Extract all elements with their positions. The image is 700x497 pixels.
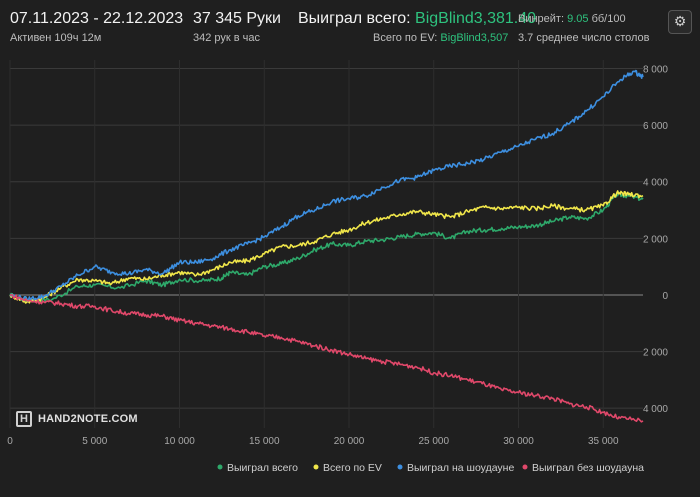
y-tick-label: 2 000 — [643, 234, 668, 245]
logo-mark: H — [16, 411, 32, 427]
winrate-value: 9.05 — [567, 13, 589, 25]
legend-marker — [313, 464, 319, 470]
winrate-unit: бб/100 — [591, 13, 626, 25]
grid — [9, 60, 643, 428]
x-tick-label: 0 — [7, 436, 13, 447]
series-line — [9, 294, 644, 423]
y-tick-label: 0 — [662, 291, 668, 302]
series-line — [9, 191, 644, 303]
x-tick-label: 20 000 — [334, 436, 365, 447]
y-tick-label: 4 000 — [643, 404, 668, 415]
x-axis: 0 5 000 10 000 15 000 20 000 25 000 30 000 35 0… — [7, 436, 619, 447]
y-tick-label: 8 000 — [643, 64, 668, 75]
stats-header: 07.11.2023 - 22.12.2023 Активен 109ч 12м… — [0, 0, 700, 50]
legend: Выиграл всего Всего по EV Выиграл на шоуда… — [217, 462, 644, 474]
x-tick-label: 30 000 — [503, 436, 534, 447]
x-tick-label: 10 000 — [164, 436, 195, 447]
legend-marker — [397, 464, 403, 470]
series-lines — [9, 69, 644, 423]
won-ev: Всего по EV: BigBlind3,507 — [373, 32, 508, 44]
hands-count: 37 345 Руки — [193, 10, 281, 27]
series-line — [9, 69, 644, 302]
legend-marker — [217, 464, 223, 470]
hands-per-hour: 342 рук в час — [193, 32, 261, 44]
won-ev-value: BigBlind3,507 — [440, 32, 509, 44]
legend-label: Выиграл всего — [227, 462, 298, 474]
legend-label: Всего по EV — [323, 462, 382, 474]
chart-svg: 0 5 000 10 000 15 000 20 000 25 000 30 000 35 0… — [7, 60, 668, 474]
y-axis: 8 000 6 000 4 000 2 000 0 2 000 4 000 — [643, 64, 668, 415]
winrate: Винрейт: 9.05 бб/100 — [518, 13, 626, 25]
series-line — [9, 190, 644, 304]
profit-graph: 0 5 000 10 000 15 000 20 000 25 000 30 000 35 0… — [0, 50, 700, 492]
gear-icon[interactable]: ⚙ — [668, 10, 692, 34]
active-time: Активен 109ч 12м — [10, 32, 102, 44]
x-tick-label: 35 000 — [588, 436, 619, 447]
x-tick-label: 15 000 — [249, 436, 280, 447]
legend-marker — [522, 464, 528, 470]
date-range: 07.11.2023 - 22.12.2023 — [10, 10, 184, 27]
legend-label: Выиграл на шоудауне — [407, 462, 514, 474]
winrate-label: Винрейт: — [518, 13, 565, 25]
won-total: Выиграл всего: BigBlind3,381.40 — [298, 10, 536, 28]
legend-label: Выиграл без шоудауна — [532, 462, 644, 474]
won-total-value: BigBlind3,381.40 — [415, 10, 537, 27]
avg-tables: 3.7 среднее число столов — [518, 32, 650, 44]
x-tick-label: 5 000 — [82, 436, 107, 447]
won-total-label: Выиграл всего: — [298, 10, 411, 27]
y-tick-label: 6 000 — [643, 121, 668, 132]
hand2note-logo: H HAND2NOTE.COM — [16, 411, 138, 427]
y-tick-label: 2 000 — [643, 348, 668, 359]
won-ev-label: Всего по EV: — [373, 32, 438, 44]
logo-text: HAND2NOTE.COM — [38, 413, 138, 425]
y-tick-label: 4 000 — [643, 178, 668, 189]
x-tick-label: 25 000 — [418, 436, 449, 447]
